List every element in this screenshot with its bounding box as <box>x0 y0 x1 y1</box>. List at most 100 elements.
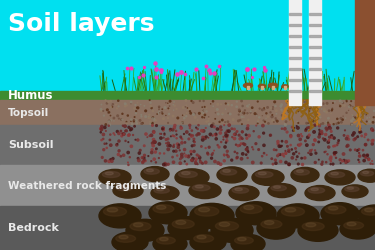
Point <box>351 114 357 118</box>
Point <box>248 111 254 115</box>
Point <box>140 160 146 164</box>
Point <box>191 137 197 141</box>
Bar <box>309 46 321 48</box>
Point <box>189 128 195 132</box>
Ellipse shape <box>364 208 373 212</box>
Point <box>150 141 156 145</box>
Point <box>300 162 306 166</box>
Point <box>326 123 332 127</box>
Point <box>197 156 203 160</box>
Point <box>135 106 141 110</box>
Point <box>122 104 128 108</box>
Point <box>200 115 206 119</box>
Point <box>110 102 116 106</box>
Point <box>161 152 167 156</box>
Ellipse shape <box>223 170 230 172</box>
Ellipse shape <box>236 202 276 225</box>
Point <box>181 132 187 136</box>
Point <box>188 111 194 115</box>
Point <box>99 138 105 142</box>
Ellipse shape <box>99 204 141 228</box>
Point <box>283 120 289 124</box>
Point <box>171 143 177 147</box>
Bar <box>309 90 321 92</box>
Point <box>267 133 273 137</box>
Point <box>360 148 366 152</box>
Point <box>213 137 219 141</box>
Point <box>156 105 162 109</box>
Point <box>274 154 280 158</box>
Ellipse shape <box>291 168 319 182</box>
Point <box>158 136 164 140</box>
Point <box>334 117 340 121</box>
Point <box>334 122 340 126</box>
Point <box>278 160 284 164</box>
Point <box>147 98 153 102</box>
Point <box>175 145 181 149</box>
Point <box>328 134 334 138</box>
Point <box>234 155 240 159</box>
Point <box>288 135 294 139</box>
Point <box>204 106 210 110</box>
Point <box>182 151 188 155</box>
Point <box>332 144 338 148</box>
Point <box>305 151 311 155</box>
Point <box>345 134 351 138</box>
Ellipse shape <box>195 185 203 188</box>
Point <box>109 159 115 163</box>
Ellipse shape <box>282 85 288 88</box>
Point <box>201 113 207 117</box>
Bar <box>0 125 375 165</box>
Point <box>142 114 148 118</box>
Point <box>283 160 289 164</box>
Point <box>261 118 267 122</box>
Point <box>153 124 159 128</box>
Ellipse shape <box>358 205 375 225</box>
Point <box>125 150 131 154</box>
Point <box>112 133 118 137</box>
Point <box>244 111 250 115</box>
Point <box>133 119 139 123</box>
Point <box>281 112 287 116</box>
Point <box>295 143 301 147</box>
Point <box>162 106 168 110</box>
Point <box>280 152 286 156</box>
Ellipse shape <box>252 170 284 186</box>
Ellipse shape <box>240 205 262 214</box>
Ellipse shape <box>199 208 210 212</box>
Point <box>211 125 217 129</box>
Point <box>234 105 240 109</box>
Point <box>218 162 224 166</box>
Point <box>156 142 162 146</box>
Point <box>341 104 347 108</box>
Point <box>317 130 323 134</box>
Point <box>156 156 162 160</box>
Ellipse shape <box>172 220 194 228</box>
Ellipse shape <box>151 186 179 200</box>
Point <box>354 148 360 152</box>
Point <box>316 128 322 132</box>
Point <box>290 128 296 132</box>
Point <box>285 150 291 154</box>
Point <box>239 130 245 134</box>
Point <box>202 146 208 150</box>
Point <box>339 159 345 163</box>
Point <box>349 122 355 126</box>
Point <box>191 143 197 147</box>
Bar <box>289 0 301 105</box>
Point <box>358 116 364 120</box>
Point <box>165 144 171 148</box>
Point <box>316 120 322 124</box>
Point <box>160 127 166 131</box>
Point <box>200 135 206 139</box>
Point <box>296 105 302 109</box>
Point <box>370 138 375 142</box>
Point <box>188 158 194 162</box>
Bar <box>309 35 321 37</box>
Point <box>344 137 350 141</box>
Point <box>115 99 121 103</box>
Point <box>333 156 339 160</box>
Point <box>200 162 206 166</box>
Bar <box>289 35 301 37</box>
Point <box>186 132 192 136</box>
